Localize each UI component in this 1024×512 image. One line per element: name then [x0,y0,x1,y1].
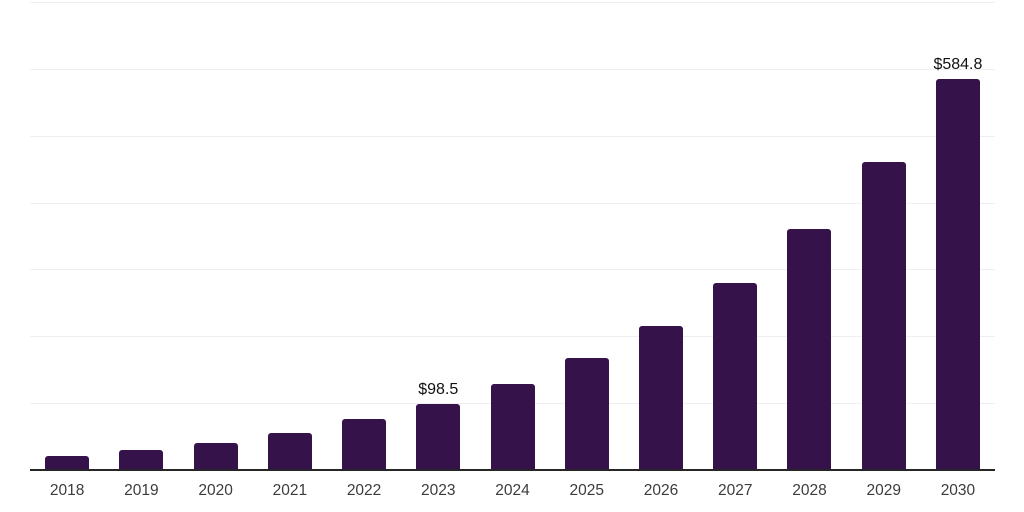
bar-2028 [787,229,832,470]
bar-2022 [342,419,387,470]
bar-slot: $584.8 [921,2,995,470]
bar-slot [847,2,921,470]
bar-2024 [490,383,535,470]
x-axis-line [30,469,995,471]
bar-2020 [193,442,238,470]
x-axis-labels: 2018 2019 2020 2021 2022 2023 2024 2025 2026 2027… [30,482,995,500]
bar-2018 [45,455,90,470]
x-axis-tick-label: 2023 [421,482,456,499]
x-axis-tick-label: 2018 [49,482,85,499]
bar-2030 [935,79,980,470]
bar-slot: $98.5 [401,2,475,470]
bar-slot [327,2,401,470]
bar-value-label-2023: $98.5 [418,381,459,399]
x-axis-tick-label: 2024 [495,482,530,499]
plot-area: $98.5 $584.8 [30,2,995,471]
bar-2025 [564,358,609,470]
bar-2021 [267,432,312,470]
bar-2027 [713,283,758,470]
bar-value-label-2030: $584.8 [933,56,983,74]
bars-row: $98.5 $584.8 [30,2,995,470]
x-axis-tick-label: 2030 [940,482,976,499]
x-axis-tick-label: 2028 [792,482,827,499]
bar-slot [698,2,772,470]
x-axis-tick-label: 2026 [643,482,679,499]
x-axis-tick-label: 2027 [717,482,753,499]
bar-2026 [638,325,683,470]
gridline [30,202,995,204]
gridline [30,336,995,338]
bar-slot [253,2,327,470]
bar-slot [475,2,549,470]
bar-slot [30,2,104,470]
gridline [30,68,995,70]
bar-slot [550,2,624,470]
gridline [30,2,995,3]
bar-slot [624,2,698,470]
bar-2029 [861,162,906,470]
bar-2019 [119,449,164,470]
gridline [30,269,995,271]
x-axis-tick-label: 2020 [198,482,233,499]
x-axis-tick-label: 2025 [569,482,604,499]
x-axis-tick-label: 2019 [124,482,159,499]
bar-slot [104,2,178,470]
x-axis-tick-label: 2029 [866,482,901,499]
gridline [30,135,995,137]
x-axis-tick-label: 2021 [272,482,308,499]
bar-slot [772,2,846,470]
bar-slot [178,2,252,470]
x-axis-tick-label: 2022 [346,482,382,499]
bar-2023 [416,404,461,470]
